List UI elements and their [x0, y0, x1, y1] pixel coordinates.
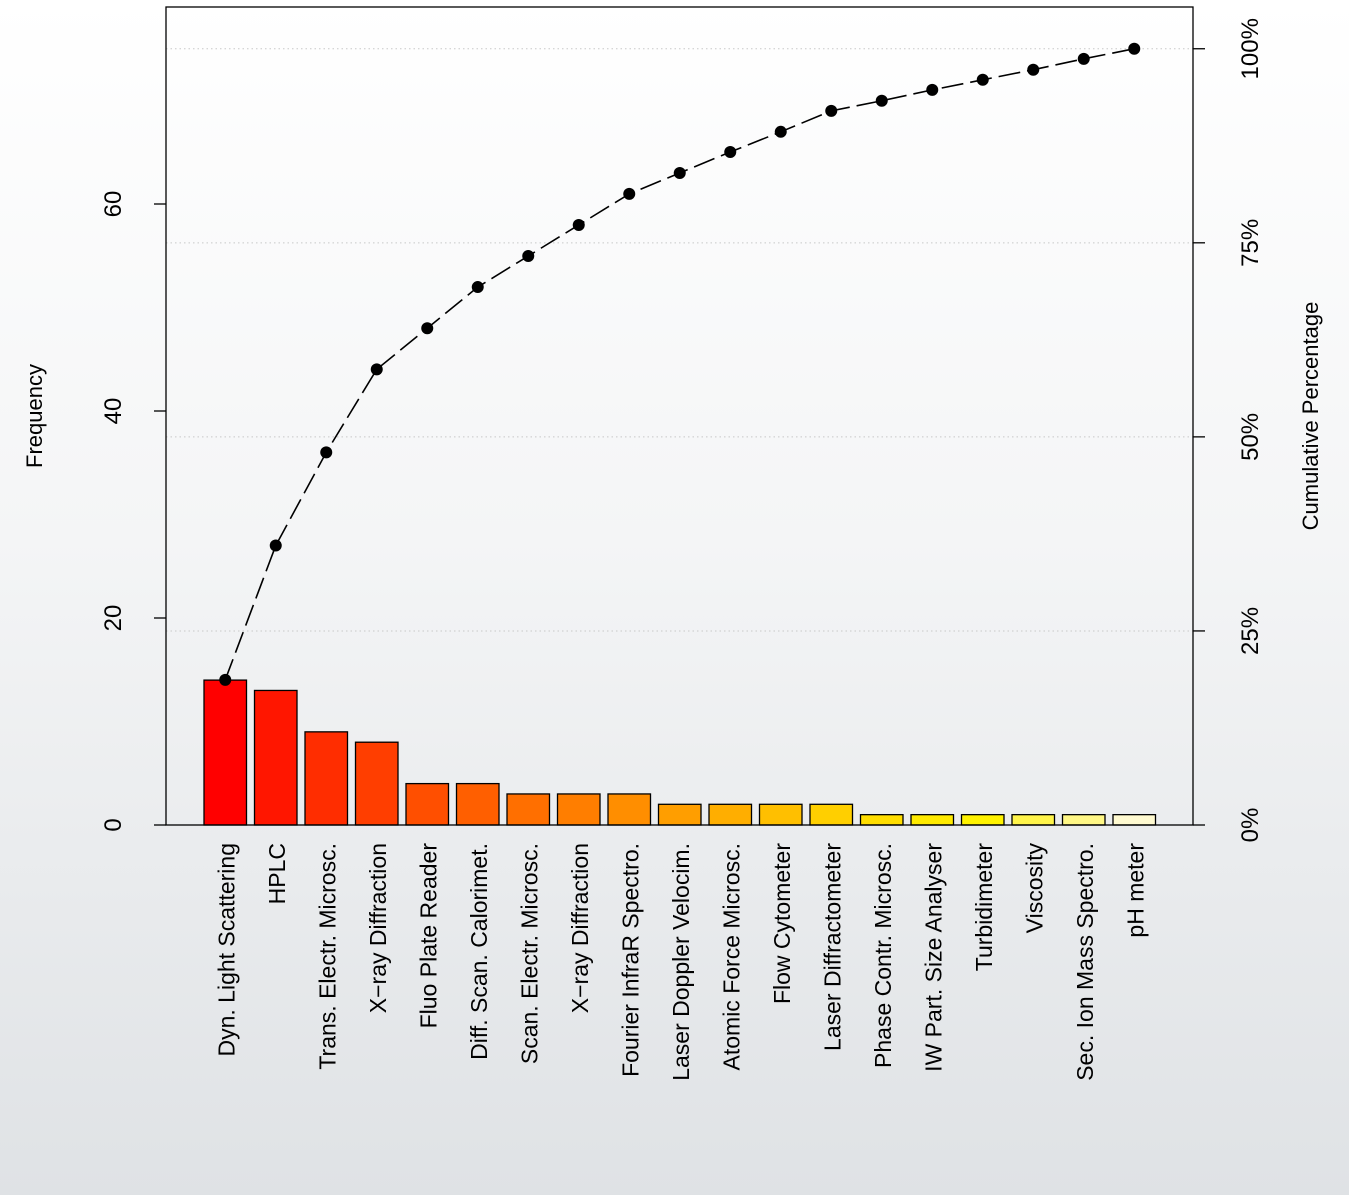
bar [859, 814, 904, 826]
x-tick-label: Diff. Scan. Calorimet. [466, 843, 492, 1060]
cumulative-point [1128, 42, 1141, 55]
x-tick-label: Turbidimeter [971, 843, 997, 972]
cumulative-point [522, 250, 535, 263]
y2-tick-label: 0% [1237, 808, 1264, 843]
y-tick-label: 60 [100, 191, 127, 218]
x-tick-label: X−ray Diffraction [567, 843, 593, 1013]
cumulative-point [219, 673, 232, 686]
y2-tick-label: 100% [1237, 18, 1264, 79]
x-tick-label: Atomic Force Microsc. [718, 843, 744, 1070]
x-tick-label: X−ray Diffraction [365, 843, 391, 1013]
cumulative-point [320, 446, 333, 459]
cumulative-point [623, 187, 636, 200]
cumulative-point [370, 363, 383, 376]
cumulative-point [269, 539, 282, 552]
bar [657, 803, 702, 826]
bar [405, 782, 450, 826]
bar [354, 741, 399, 826]
y2-tick-label: 25% [1237, 607, 1264, 655]
cumulative-point [926, 83, 939, 96]
cumulative-point [976, 73, 989, 86]
x-tick-label: Fourier InfraR Spectro. [617, 843, 643, 1077]
x-tick-label: Flow Cytometer [769, 843, 795, 1004]
x-tick-label: Trans. Electr. Microsc. [314, 843, 340, 1070]
x-tick-label: Fluo Plate Reader [415, 843, 441, 1029]
cumulative-point [825, 104, 838, 117]
cumulative-point [471, 281, 484, 294]
bar [809, 803, 854, 826]
x-tick-label: Dyn. Light Scattering [213, 843, 239, 1057]
y-axis-label: Frequency [22, 364, 47, 468]
x-tick-label: HPLC [264, 843, 290, 904]
bar [1112, 814, 1157, 826]
bar [455, 782, 500, 826]
bars [203, 679, 1157, 826]
cumulative-line [224, 47, 1135, 681]
plot-frame [165, 6, 1194, 826]
cumulative-point [421, 322, 434, 335]
y-axis-left: 0 20 40 60 [100, 191, 166, 832]
y2-axis-label: Cumulative Percentage [1298, 302, 1323, 531]
bar [506, 793, 551, 826]
grid-lines [166, 48, 1193, 632]
x-tick-label: Phase Contr. Microsc. [870, 843, 896, 1068]
x-tick-label: Scan. Electr. Microsc. [516, 843, 542, 1064]
cumulative-point [673, 166, 686, 179]
bar [910, 814, 955, 826]
cumulative-point [572, 218, 585, 231]
bar [758, 803, 803, 826]
bar [607, 793, 652, 826]
bar [304, 731, 349, 826]
y2-tick-label: 75% [1237, 219, 1264, 267]
x-tick-label: Viscosity [1021, 843, 1047, 934]
y-axis-right: 0% 25% 50% 75% 100% [1193, 18, 1264, 842]
cumulative-point [1027, 63, 1040, 76]
cumulative-line-path [224, 47, 1135, 681]
y-tick-label: 20 [100, 605, 127, 632]
cumulative-point [724, 145, 737, 158]
bar [203, 679, 248, 826]
bar [708, 803, 753, 826]
bar [960, 814, 1005, 826]
x-tick-label: IW Part. Size Analyser [920, 843, 946, 1072]
x-tick-label: Sec. Ion Mass Spectro. [1072, 843, 1098, 1081]
x-tick-label: Laser Doppler Velocim. [668, 843, 694, 1081]
bar [1061, 814, 1106, 826]
cumulative-points [219, 42, 1141, 686]
y-tick-label: 0 [100, 818, 127, 831]
x-tick-labels: Dyn. Light Scattering HPLC Trans. Electr. … [213, 843, 1148, 1081]
cumulative-point [1077, 52, 1090, 65]
x-tick-label: Laser Diffractometer [819, 843, 845, 1051]
y2-tick-label: 50% [1237, 413, 1264, 461]
bar [556, 793, 601, 826]
bar [253, 689, 298, 826]
bar [1011, 814, 1056, 826]
x-tick-label: pH meter [1122, 843, 1148, 938]
cumulative-point [875, 94, 888, 107]
cumulative-point [774, 125, 787, 138]
y-tick-label: 40 [100, 398, 127, 425]
